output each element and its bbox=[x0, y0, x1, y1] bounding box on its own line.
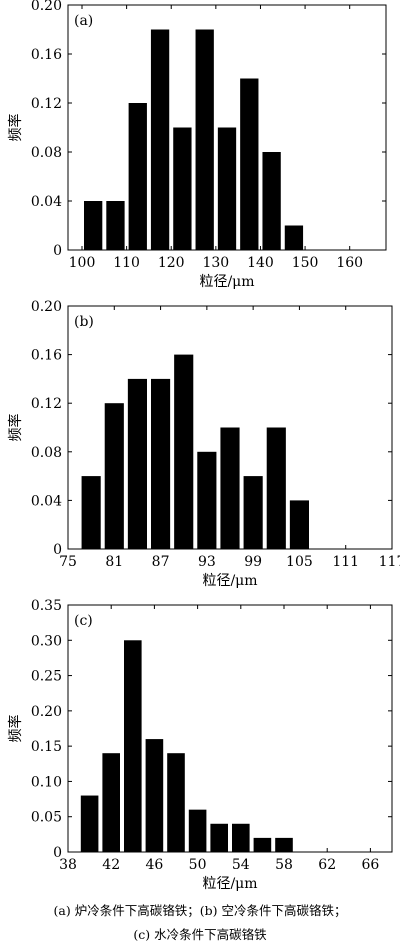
bar bbox=[81, 476, 101, 549]
bar bbox=[275, 837, 293, 852]
y-tick-label: 0 bbox=[53, 542, 62, 558]
x-tick-label: 99 bbox=[244, 554, 262, 570]
plot-frame bbox=[67, 604, 393, 853]
x-tick-label: 50 bbox=[189, 857, 207, 873]
x-tick-label: 140 bbox=[247, 255, 274, 271]
y-tick-label: 0.12 bbox=[31, 396, 62, 412]
figure-caption-line-1: (a) 炉冷条件下高碳铬铁；(b) 空冷条件下高碳铬铁； bbox=[53, 903, 347, 918]
y-tick-label: 0.10 bbox=[31, 774, 62, 790]
x-tick-label: 81 bbox=[105, 554, 123, 570]
y-tick-label: 0.08 bbox=[31, 445, 62, 461]
bar bbox=[210, 823, 228, 852]
bar bbox=[188, 809, 207, 852]
x-tick-label: 42 bbox=[102, 857, 120, 873]
y-tick-label: 0.35 bbox=[31, 598, 62, 614]
y-axis-title: 频率 bbox=[7, 114, 24, 142]
bar bbox=[145, 739, 164, 852]
bar bbox=[102, 753, 120, 852]
bar bbox=[253, 837, 272, 852]
x-axis-title: 粒径/μm bbox=[202, 573, 257, 589]
y-axis-title: 频率 bbox=[7, 715, 24, 743]
bar bbox=[217, 127, 237, 250]
bar bbox=[243, 476, 263, 549]
figure-caption-line-2: (c) 水冷条件下高碳铬铁 bbox=[133, 927, 267, 942]
x-tick-label: 160 bbox=[336, 255, 363, 271]
bar bbox=[220, 427, 240, 549]
y-axis-title: 频率 bbox=[7, 414, 24, 442]
x-tick-label: 46 bbox=[145, 857, 163, 873]
y-tick-label: 0.25 bbox=[31, 669, 62, 685]
x-axis-title: 粒径/μm bbox=[202, 876, 257, 892]
x-tick-label: 62 bbox=[318, 857, 336, 873]
x-tick-label: 110 bbox=[113, 255, 140, 271]
x-tick-label: 66 bbox=[361, 857, 379, 873]
bar bbox=[128, 103, 147, 250]
y-tick-label: 0.04 bbox=[31, 194, 62, 210]
y-tick-label: 0.30 bbox=[31, 633, 62, 649]
bar bbox=[284, 225, 304, 250]
bar bbox=[104, 403, 124, 549]
y-tick-label: 0.15 bbox=[31, 739, 62, 755]
bar bbox=[106, 201, 125, 250]
y-tick-label: 0.08 bbox=[31, 145, 62, 161]
bar bbox=[240, 78, 259, 250]
x-tick-label: 100 bbox=[69, 255, 96, 271]
bar bbox=[151, 378, 171, 549]
bar bbox=[127, 378, 147, 549]
panel-label: (a) bbox=[74, 13, 93, 29]
panel-label: (b) bbox=[74, 314, 94, 330]
bar bbox=[150, 29, 170, 250]
x-tick-label: 93 bbox=[198, 554, 216, 570]
bar bbox=[174, 354, 194, 549]
bar bbox=[173, 127, 192, 250]
y-tick-label: 0.20 bbox=[31, 299, 62, 315]
panel-label: (c) bbox=[74, 613, 93, 629]
y-tick-label: 0.16 bbox=[31, 348, 62, 364]
x-tick-label: 54 bbox=[232, 857, 250, 873]
bar bbox=[289, 500, 309, 549]
y-tick-label: 0 bbox=[53, 243, 62, 259]
x-tick-label: 111 bbox=[332, 554, 359, 570]
x-tick-label: 150 bbox=[292, 255, 319, 271]
bar bbox=[80, 795, 99, 852]
bar bbox=[266, 427, 286, 549]
y-tick-label: 0.16 bbox=[31, 47, 62, 63]
bar bbox=[84, 201, 103, 250]
x-tick-label: 87 bbox=[152, 554, 170, 570]
y-tick-label: 0.12 bbox=[31, 96, 62, 112]
x-tick-label: 58 bbox=[275, 857, 293, 873]
bar bbox=[195, 29, 214, 250]
y-tick-label: 0.20 bbox=[31, 0, 62, 14]
x-axis-title: 粒径/μm bbox=[199, 274, 254, 290]
x-tick-label: 75 bbox=[59, 554, 77, 570]
bar bbox=[167, 753, 185, 852]
bar bbox=[232, 823, 250, 852]
x-tick-label: 120 bbox=[158, 255, 185, 271]
bar bbox=[124, 640, 142, 852]
bar bbox=[197, 451, 217, 549]
y-tick-label: 0.04 bbox=[31, 493, 62, 509]
x-tick-label: 105 bbox=[286, 554, 313, 570]
bar bbox=[262, 152, 281, 250]
x-tick-label: 117 bbox=[379, 554, 400, 570]
y-tick-label: 0.05 bbox=[31, 810, 62, 826]
x-tick-label: 38 bbox=[59, 857, 77, 873]
y-tick-label: 0 bbox=[53, 845, 62, 861]
x-tick-label: 130 bbox=[202, 255, 229, 271]
y-tick-label: 0.20 bbox=[31, 704, 62, 720]
